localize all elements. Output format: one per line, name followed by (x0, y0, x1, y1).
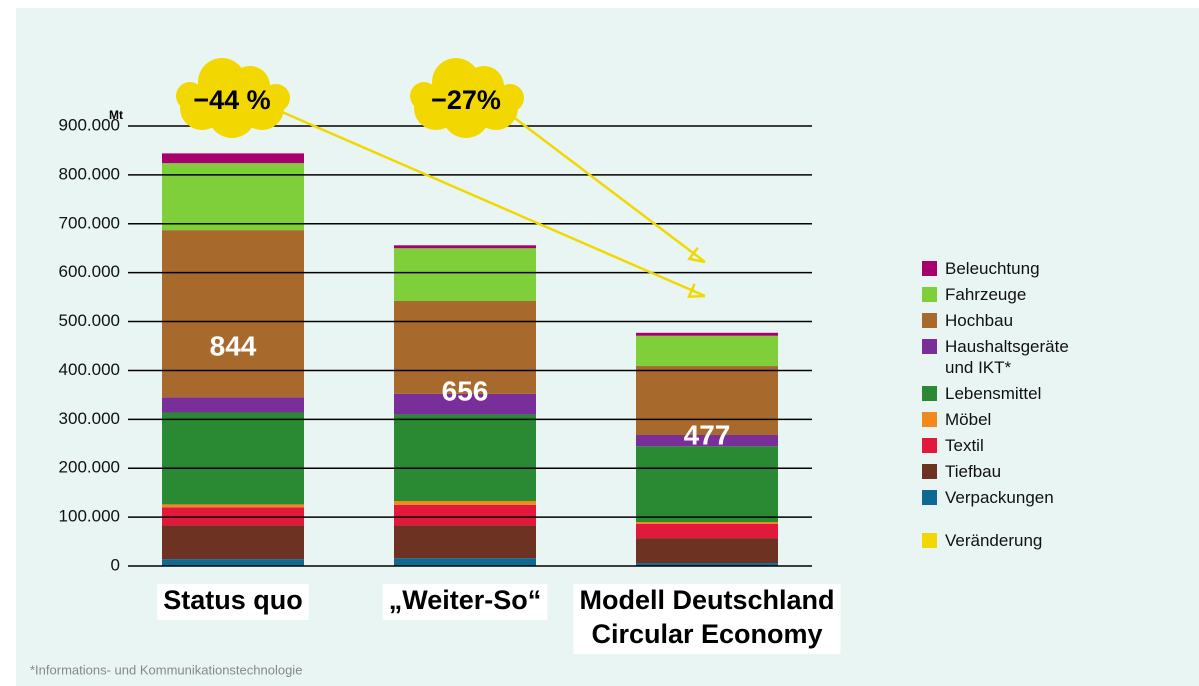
bar-segment (394, 248, 536, 302)
bar-segment (394, 301, 536, 394)
y-tick-label: 400.000 (59, 360, 120, 379)
category-box (157, 584, 309, 620)
bar-segment (636, 522, 778, 524)
y-tick-label: 900.000 (59, 115, 120, 134)
bar-segment (636, 538, 778, 564)
category-label: Modell Deutschland Circular Economy (573, 584, 841, 654)
change-cloud (410, 58, 524, 138)
legend-label: Lebensmittel (945, 384, 1042, 403)
bar-segment (394, 245, 536, 249)
legend-swatch (922, 339, 937, 354)
legend-swatch (922, 490, 937, 505)
legend-label: Haushaltsgeräte und IKT* (945, 337, 1069, 377)
bar-segment (162, 153, 304, 164)
cloud-puff (208, 90, 256, 138)
legend-item: Fahrzeuge (922, 284, 1095, 305)
bar-segment (394, 525, 536, 559)
bar-segment (162, 163, 304, 231)
y-tick-label: 700.000 (59, 213, 120, 232)
legend-item: Verpackungen (922, 487, 1095, 508)
legend-label: Beleuchtung (945, 259, 1040, 278)
x-tick-label: „Weiter-So“ (389, 585, 542, 615)
cloud-puff (410, 82, 438, 110)
legend-item: Veränderung (922, 530, 1095, 551)
category-box (573, 584, 841, 654)
bar-segment (636, 446, 778, 522)
bar-segment (636, 332, 778, 336)
change-arrow (511, 115, 706, 263)
bar-segment (394, 414, 536, 501)
legend-swatch (922, 464, 937, 479)
total-label: 477 (684, 419, 731, 450)
bar-segment (162, 525, 304, 560)
y-tick-label: 100.000 (59, 507, 120, 526)
x-tick-label: Circular Economy (591, 619, 822, 649)
legend-item: Textil (922, 435, 1095, 456)
bar-segment (636, 434, 778, 447)
y-tick-label: 200.000 (59, 458, 120, 477)
change-label: −27% (431, 85, 501, 115)
legend-item: Hochbau (922, 310, 1095, 331)
legend-swatch (922, 386, 937, 401)
x-tick-label: Modell Deutschland (579, 585, 834, 615)
legend-label: Veränderung (945, 531, 1043, 550)
total-label: 844 (210, 330, 257, 361)
legend-swatch (922, 412, 937, 427)
legend-label: Möbel (945, 410, 992, 429)
legend-item: Beleuchtung (922, 258, 1095, 279)
bar-segment (394, 393, 536, 415)
legend-label: Tiefbau (945, 462, 1002, 481)
bar-segment (162, 504, 304, 508)
category-label: Status quo (157, 584, 309, 620)
change-arrow (281, 110, 706, 298)
bar-segment (636, 366, 778, 435)
total-label: 656 (442, 375, 489, 406)
y-tick-label: 800.000 (59, 164, 120, 183)
bar-segment (162, 559, 304, 566)
bar-segment (636, 523, 778, 539)
bar-segment (394, 558, 536, 566)
legend: Beleuchtung Fahrzeuge Hochbau Haushaltsgerä… (922, 258, 1095, 556)
legend-item: Tiefbau (922, 461, 1095, 482)
legend-label: Hochbau (945, 311, 1014, 330)
unit-label: Mt (109, 108, 123, 122)
legend-item: Lebensmittel (922, 383, 1095, 404)
y-tick-label: 600.000 (59, 262, 120, 281)
legend-swatch (922, 261, 937, 276)
y-tick-label: 500.000 (59, 311, 120, 330)
x-tick-label: Status quo (163, 585, 303, 615)
legend-swatch (922, 287, 937, 302)
cloud-puff (442, 90, 490, 138)
bar-segment (394, 500, 536, 505)
legend-swatch (922, 313, 937, 328)
bar-segment (636, 335, 778, 367)
legend-label: Textil (945, 436, 984, 455)
legend-label: Fahrzeuge (945, 285, 1027, 304)
y-tick-label: 0 (111, 555, 120, 574)
cloud-puff (496, 84, 524, 112)
legend-label: Verpackungen (945, 488, 1054, 507)
legend-item: Haushaltsgeräte und IKT* (922, 336, 1095, 378)
arrow-head (687, 283, 706, 298)
legend-swatch (922, 438, 937, 453)
legend-swatch (922, 533, 937, 548)
cloud-puff (262, 84, 290, 112)
legend-item: Möbel (922, 409, 1095, 430)
category-label: „Weiter-So“ (382, 584, 548, 620)
bar-segment (162, 230, 304, 398)
change-cloud (176, 58, 290, 138)
bar-segment (394, 504, 536, 526)
change-label: −44 % (193, 85, 270, 115)
bar-segment (636, 563, 778, 566)
arrow-head (687, 247, 706, 264)
footnote: *Informations- und Kommunikationstechnol… (30, 662, 302, 677)
cloud-puff (176, 82, 204, 110)
category-box (382, 584, 548, 620)
bar-segment (162, 412, 304, 505)
y-tick-label: 300.000 (59, 409, 120, 428)
bar-segment (162, 397, 304, 413)
